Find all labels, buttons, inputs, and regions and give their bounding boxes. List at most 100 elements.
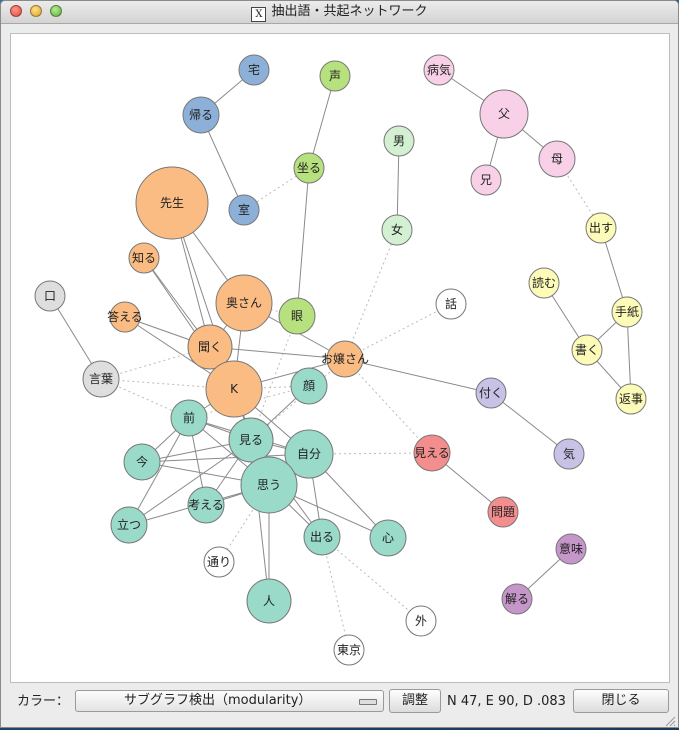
dropdown-arrow-icon <box>359 699 377 705</box>
node-聞く[interactable]: 聞く <box>187 324 233 370</box>
title-bar[interactable]: X 抽出語・共起ネットワーク <box>1 1 678 24</box>
node-label: 奥さん <box>226 296 262 310</box>
node-label: 病気 <box>427 62 451 77</box>
node-病気[interactable]: 病気 <box>423 54 455 86</box>
node-男[interactable]: 男 <box>383 125 415 157</box>
node-問題[interactable]: 問題 <box>487 496 519 528</box>
node-circle <box>585 212 617 244</box>
node-思う[interactable]: 思う <box>240 456 298 514</box>
node-label: 思う <box>257 478 281 492</box>
node-意味[interactable]: 意味 <box>555 533 587 565</box>
node-母[interactable]: 母 <box>538 140 576 178</box>
node-兄[interactable]: 兄 <box>470 164 502 196</box>
node-返事[interactable]: 返事 <box>615 383 647 415</box>
node-心[interactable]: 心 <box>369 519 407 557</box>
node-気[interactable]: 気 <box>553 438 585 470</box>
node-出る[interactable]: 出る <box>303 518 341 556</box>
node-circle <box>278 297 316 335</box>
node-言葉[interactable]: 言葉 <box>82 360 120 398</box>
node-label: 帰る <box>189 108 213 122</box>
node-circle <box>187 324 233 370</box>
node-見る[interactable]: 見る <box>228 417 274 463</box>
node-口[interactable]: 口 <box>34 280 66 312</box>
node-circle <box>246 578 292 624</box>
node-立つ[interactable]: 立つ <box>110 506 148 544</box>
node-先生[interactable]: 先生 <box>135 166 209 240</box>
node-label: 兄 <box>480 173 492 187</box>
edge-K-言葉 <box>100 378 235 390</box>
node-circle <box>303 518 341 556</box>
node-label: 問題 <box>491 505 515 519</box>
node-circle <box>383 125 415 157</box>
node-label: 意味 <box>559 541 583 556</box>
close-window-button[interactable] <box>10 5 22 17</box>
node-前[interactable]: 前 <box>170 399 208 437</box>
network-canvas[interactable]: 宅帰る室 声坐る眼 男女 病気父母兄 先生知る奥さん 答える聞く K お嬢さん 口言葉 話 出す 読む… <box>10 33 670 683</box>
edge-前-立つ <box>128 417 190 526</box>
node-眼[interactable]: 眼 <box>278 297 316 335</box>
node-父[interactable]: 父 <box>479 89 529 139</box>
node-circle <box>135 166 209 240</box>
node-circle <box>501 583 533 615</box>
node-見える[interactable]: 見える <box>413 434 451 472</box>
node-東京[interactable]: 東京 <box>333 634 365 666</box>
node-お嬢さん[interactable]: お嬢さん <box>321 340 369 378</box>
node-circle <box>293 152 325 184</box>
node-circle <box>182 96 220 134</box>
node-坐る[interactable]: 坐る <box>293 152 325 184</box>
node-circle <box>475 377 507 409</box>
node-circle <box>203 546 235 578</box>
node-通り[interactable]: 通り <box>203 546 235 578</box>
edge-お嬢さん-付く <box>344 358 492 394</box>
close-button[interactable]: 閉じる <box>573 689 669 713</box>
node-circle <box>333 634 365 666</box>
node-今[interactable]: 今 <box>123 443 161 481</box>
node-circle <box>326 340 364 378</box>
node-声[interactable]: 声 <box>319 60 351 92</box>
node-話[interactable]: 話 <box>435 288 467 320</box>
node-出す[interactable]: 出す <box>585 212 617 244</box>
node-解る[interactable]: 解る <box>501 583 533 615</box>
node-circle <box>82 360 120 398</box>
node-label: 前 <box>183 410 195 425</box>
node-自分[interactable]: 自分 <box>284 429 334 479</box>
node-知る[interactable]: 知る <box>128 242 160 274</box>
node-label: 眼 <box>291 309 303 323</box>
node-手紙[interactable]: 手紙 <box>611 296 643 328</box>
zoom-window-button[interactable] <box>50 5 62 17</box>
node-考える[interactable]: 考える <box>187 486 225 524</box>
edge-声-坐る <box>308 75 336 169</box>
node-奥さん[interactable]: 奥さん <box>215 274 273 332</box>
node-label: 男 <box>393 134 405 148</box>
node-読む[interactable]: 読む <box>528 267 560 299</box>
node-室[interactable]: 室 <box>228 194 260 226</box>
edge-言葉-聞く <box>100 346 211 380</box>
node-K[interactable]: K <box>205 360 263 418</box>
node-顔[interactable]: 顔 <box>290 367 328 405</box>
node-女[interactable]: 女 <box>381 214 413 246</box>
node-宅[interactable]: 宅 <box>238 54 270 86</box>
node-帰る[interactable]: 帰る <box>182 96 220 134</box>
color-label: カラー： <box>17 694 70 709</box>
window-title-wrap: X 抽出語・共起ネットワーク <box>1 3 678 22</box>
edge-聞く-お嬢さん <box>209 346 346 360</box>
node-label: 知る <box>132 251 156 265</box>
adjust-button[interactable]: 調整 <box>389 689 441 713</box>
node-label: 気 <box>563 446 575 461</box>
resize-grip-icon[interactable] <box>664 715 676 727</box>
minimize-window-button[interactable] <box>30 5 42 17</box>
node-人[interactable]: 人 <box>246 578 292 624</box>
node-label: 坐る <box>297 161 321 175</box>
edge-出る-外 <box>321 536 422 622</box>
node-label: 立つ <box>117 517 141 532</box>
node-外[interactable]: 外 <box>405 605 437 637</box>
node-書く[interactable]: 書く <box>571 334 603 366</box>
node-circle <box>528 267 560 299</box>
node-label: 顔 <box>303 378 315 393</box>
node-label: 書く <box>575 343 599 357</box>
node-答える[interactable]: 答える <box>107 301 143 333</box>
node-付く[interactable]: 付く <box>475 377 507 409</box>
color-select[interactable]: サブグラフ検出（modularity） <box>75 690 384 712</box>
edge-付く-気 <box>490 392 570 455</box>
